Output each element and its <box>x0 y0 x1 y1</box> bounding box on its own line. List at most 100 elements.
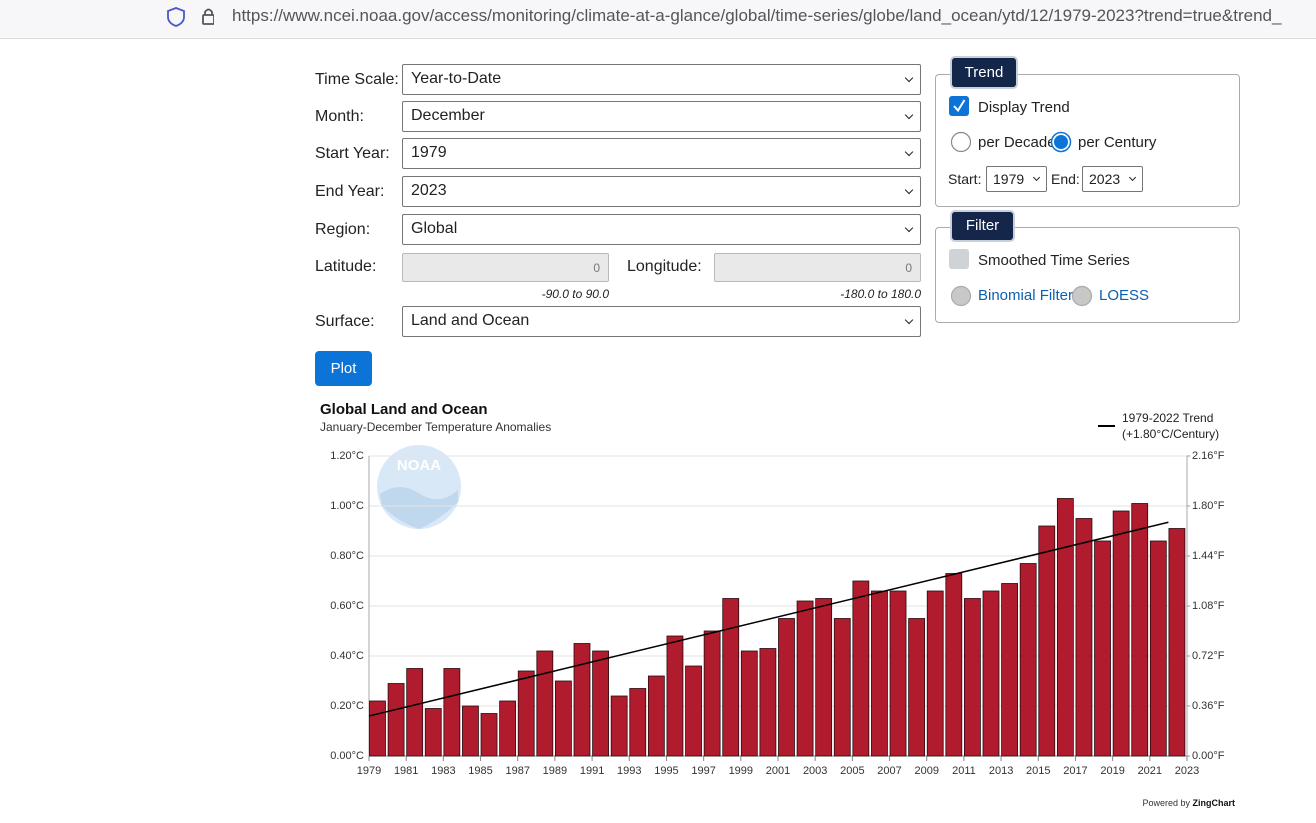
x-tick-label: 1979 <box>357 765 381 777</box>
url-bar: https://www.ncei.noaa.gov/access/monitor… <box>0 0 1316 39</box>
x-tick-label: 2003 <box>803 765 827 777</box>
bar <box>760 649 776 757</box>
x-tick-label: 1985 <box>468 765 492 777</box>
per-decade-label: per Decade <box>978 134 1056 151</box>
bar <box>574 644 590 757</box>
x-tick-label: 1989 <box>543 765 567 777</box>
surface-label: Surface: <box>315 313 375 331</box>
latitude-hint: -90.0 to 90.0 <box>402 287 609 301</box>
bar <box>462 706 478 756</box>
field-select[interactable]: 2023 <box>402 176 921 207</box>
x-tick-label: 1995 <box>654 765 678 777</box>
bar <box>425 709 441 757</box>
binomial-radio[interactable] <box>950 285 972 307</box>
trend-start-label: Start: <box>948 171 981 187</box>
bar <box>388 684 404 757</box>
per-century-label: per Century <box>1078 134 1156 151</box>
chart: NOAA Global Land and Ocean January-Decem… <box>0 390 1316 823</box>
legend-entry[interactable]: 1979-2022 Trend <box>1122 411 1213 425</box>
powered-by-brand: ZingChart <box>1193 798 1236 808</box>
field-select[interactable]: 1979 <box>402 138 921 169</box>
y2-tick-label: 1.44°F <box>1192 550 1225 562</box>
surface-select[interactable]: Land and Ocean <box>402 306 921 337</box>
bar <box>648 676 664 756</box>
y-tick-label: 0.60°C <box>330 600 364 612</box>
y-tick-label: 1.00°C <box>330 500 364 512</box>
longitude-hint: -180.0 to 180.0 <box>714 287 921 301</box>
bar <box>481 714 497 757</box>
trend-tab: Trend <box>952 58 1016 87</box>
binomial-label: Binomial Filter <box>978 287 1073 304</box>
latitude-label: Latitude: <box>315 258 376 276</box>
bar <box>500 701 516 756</box>
plot-button[interactable]: Plot <box>315 351 372 386</box>
x-tick-label: 2009 <box>914 765 938 777</box>
per-decade-radio[interactable] <box>950 131 972 153</box>
bar <box>1057 499 1073 757</box>
smoothed-checkbox[interactable] <box>948 248 970 270</box>
bar <box>593 651 609 756</box>
bar <box>983 591 999 756</box>
loess-radio[interactable] <box>1071 285 1093 307</box>
x-tick-label: 2007 <box>877 765 901 777</box>
bar <box>1095 541 1111 756</box>
x-tick-label: 1987 <box>505 765 529 777</box>
display-trend-checkbox[interactable] <box>948 95 970 117</box>
x-tick-label: 1983 <box>431 765 455 777</box>
latitude-input: 0 <box>402 253 609 282</box>
bar <box>518 671 534 756</box>
legend-rate: (+1.80°C/Century) <box>1122 427 1219 441</box>
bar <box>834 619 850 757</box>
trend-end-label: End: <box>1051 171 1080 187</box>
longitude-label: Longitude: <box>627 258 702 276</box>
field-label: Time Scale: <box>315 71 399 89</box>
filter-panel <box>935 227 1240 323</box>
y2-tick-label: 0.72°F <box>1192 650 1225 662</box>
per-century-radio[interactable] <box>1050 131 1072 153</box>
display-trend-label: Display Trend <box>978 99 1070 116</box>
field-select[interactable]: December <box>402 101 921 132</box>
x-tick-label: 1997 <box>691 765 715 777</box>
bar <box>686 666 702 756</box>
y-tick-label: 0.20°C <box>330 700 364 712</box>
y2-tick-label: 2.16°F <box>1192 450 1225 462</box>
y-tick-label: 0.40°C <box>330 650 364 662</box>
x-tick-label: 2005 <box>840 765 864 777</box>
bar <box>779 619 795 757</box>
bar <box>407 669 423 757</box>
trend-end-select[interactable]: 2023 <box>1082 166 1143 192</box>
field-select[interactable]: Global <box>402 214 921 245</box>
field-label: Start Year: <box>315 145 390 163</box>
filter-tab: Filter <box>952 212 1013 240</box>
x-tick-label: 2011 <box>952 765 976 777</box>
y-tick-label: 0.80°C <box>330 550 364 562</box>
bar <box>797 601 813 756</box>
url-text[interactable]: https://www.ncei.noaa.gov/access/monitor… <box>232 6 1281 26</box>
field-label: End Year: <box>315 183 384 201</box>
x-tick-label: 2013 <box>989 765 1013 777</box>
bar <box>723 599 739 757</box>
x-tick-label: 2021 <box>1138 765 1162 777</box>
trend-start-select[interactable]: 1979 <box>986 166 1047 192</box>
bar <box>741 651 757 756</box>
field-label: Region: <box>315 221 370 239</box>
x-tick-label: 2019 <box>1100 765 1124 777</box>
bar <box>1132 504 1148 757</box>
bar <box>444 669 460 757</box>
bar <box>537 651 553 756</box>
bar <box>667 636 683 756</box>
x-tick-label: 1981 <box>394 765 418 777</box>
smoothed-label: Smoothed Time Series <box>978 252 1130 269</box>
bar <box>1169 529 1185 757</box>
chart-subtitle: January-December Temperature Anomalies <box>320 420 551 434</box>
bar <box>1113 511 1129 756</box>
bar <box>946 574 962 757</box>
logo-text: NOAA <box>397 457 441 474</box>
loess-label: LOESS <box>1099 287 1149 304</box>
y2-tick-label: 1.08°F <box>1192 600 1225 612</box>
bar <box>1150 541 1166 756</box>
field-select[interactable]: Year-to-Date <box>402 64 921 95</box>
x-tick-label: 2023 <box>1175 765 1199 777</box>
y-tick-label: 0.00°C <box>330 750 364 762</box>
